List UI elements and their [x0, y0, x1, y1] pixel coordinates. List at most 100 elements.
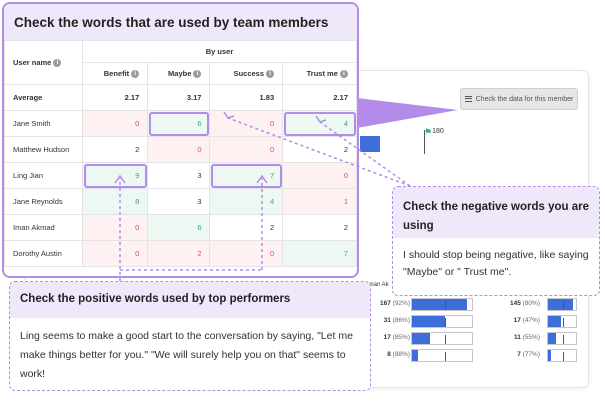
stat-bar-track — [411, 315, 473, 328]
stat-percent: (88%) — [392, 351, 410, 358]
table-row[interactable]: Jane Smith 0 6 0 4 — [4, 110, 357, 137]
by-user-header: By user — [82, 40, 357, 63]
column-header-label: Maybe — [168, 68, 192, 78]
word-count-cell: 7 — [282, 240, 357, 267]
word-count-cell: 8 — [81, 188, 149, 215]
stat-label: 8 (88%) — [370, 351, 410, 358]
stat-percent: (47%) — [522, 317, 540, 324]
table-card-title: Check the words that are used by team me… — [4, 4, 357, 40]
info-icon[interactable]: i — [131, 70, 140, 78]
stat-bar-fill — [412, 316, 445, 327]
stat-row: 8 (88%) — [370, 349, 473, 362]
word-count-cell: 3 — [147, 188, 211, 215]
word-usage-table-card: Check the words that are used by team me… — [2, 2, 359, 278]
word-count-cell: 6 — [147, 110, 211, 137]
stat-count: 8 — [387, 351, 391, 358]
info-icon[interactable]: i — [193, 70, 202, 78]
stat-count: 7 — [517, 351, 521, 358]
average-label: Average — [4, 84, 83, 111]
user-name-header-label: User name — [13, 57, 52, 67]
stat-row: 7 (77%) — [500, 349, 577, 362]
table-row[interactable]: Dorothy Austin 0 2 0 7 — [4, 240, 357, 267]
stat-row: 11 (55%) — [500, 332, 577, 345]
stat-bar-fill — [548, 299, 573, 310]
stat-bar-target-tick — [563, 318, 564, 327]
word-count-cell: 1 — [282, 188, 357, 215]
stat-count: 145 — [509, 300, 521, 307]
word-count-cell: 2 — [209, 214, 284, 241]
stat-bar-fill — [548, 350, 551, 361]
stat-bar-target-tick — [445, 318, 446, 327]
column-header-trust-me[interactable]: Trust me i — [282, 62, 357, 85]
column-header-benefit[interactable]: Benefit i — [81, 62, 149, 85]
user-name-cell[interactable]: Dorothy Austin — [4, 240, 83, 267]
table-row[interactable]: Ling Jian 9 3 7 0 — [4, 162, 357, 189]
word-count-cell: 0 — [209, 110, 284, 137]
stat-bar-target-tick — [445, 352, 446, 361]
table-row[interactable]: Iman Akmad 0 6 2 2 — [4, 214, 357, 241]
stat-label: 17 (47%) — [500, 317, 540, 324]
stat-bar-fill — [412, 350, 418, 361]
info-icon[interactable]: i — [53, 59, 62, 67]
background-bar — [360, 136, 380, 152]
stat-bar-target-tick — [563, 301, 564, 310]
stat-bar-target-tick — [563, 352, 564, 361]
stat-row: 31 (86%) — [370, 315, 473, 328]
stat-percent: (92%) — [392, 300, 410, 307]
stat-label: 167 (92%) — [370, 300, 410, 307]
user-name-cell[interactable]: Iman Akmad — [4, 214, 83, 241]
word-count-cell: 2 — [147, 240, 211, 267]
list-icon — [464, 96, 472, 102]
stat-bar-fill — [548, 333, 556, 344]
negative-callout-body: I should stop being negative, like sayin… — [403, 249, 589, 278]
info-icon[interactable]: i — [266, 70, 275, 78]
word-count-cell: 4 — [282, 110, 357, 137]
stat-label: 31 (86%) — [370, 317, 410, 324]
column-header-success[interactable]: Success i — [209, 62, 284, 85]
word-count-cell: 0 — [81, 110, 149, 137]
stat-count: 31 — [383, 317, 391, 324]
table-row[interactable]: Matthew Hudson 2 0 0 2 — [4, 136, 357, 163]
word-count-cell: 2 — [282, 214, 357, 241]
user-name-header[interactable]: User name i — [4, 40, 83, 85]
check-member-data-button[interactable]: Check the data for this member — [460, 88, 578, 110]
stat-count: 17 — [513, 317, 521, 324]
average-row: Average 2.17 3.17 1.83 2.17 — [4, 84, 357, 111]
info-icon[interactable]: i — [340, 70, 348, 78]
word-count-cell: 3 — [147, 162, 211, 189]
column-header-maybe[interactable]: Maybe i — [147, 62, 211, 85]
table-row[interactable]: Jane Reynolds 8 3 4 1 — [4, 188, 357, 215]
word-count-cell: 0 — [81, 214, 149, 241]
word-count-cell: 0 — [209, 240, 284, 267]
word-count-cell: 2 — [81, 136, 149, 163]
stat-bar-track — [411, 332, 473, 345]
average-cell: 2.17 — [282, 84, 357, 111]
stat-row: 167 (92%) — [370, 298, 473, 311]
positive-words-callout: Check the positive words used by top per… — [9, 281, 371, 391]
word-count-cell: 0 — [81, 240, 149, 267]
user-name-cell[interactable]: Ling Jian — [4, 162, 83, 189]
stat-row: 17 (47%) — [500, 315, 577, 328]
user-name-cell[interactable]: Matthew Hudson — [4, 136, 83, 163]
stat-row: 17 (85%) — [370, 332, 473, 345]
word-count-cell: 7 — [209, 162, 284, 189]
word-count-cell: 9 — [81, 162, 149, 189]
user-name-cell[interactable]: Jane Smith — [4, 110, 83, 137]
word-count-cell: 0 — [209, 136, 284, 163]
user-name-cell[interactable]: Jane Reynolds — [4, 188, 83, 215]
stat-percent: (86%) — [392, 317, 410, 324]
stat-percent: (80%) — [522, 300, 540, 307]
negative-callout-title: Check the negative words you are using — [393, 187, 599, 238]
stat-bar-fill — [548, 316, 561, 327]
stat-percent: (77%) — [522, 351, 540, 358]
stat-label: 7 (77%) — [500, 351, 540, 358]
word-count-cell: 4 — [209, 188, 284, 215]
average-cell: 3.17 — [147, 84, 211, 111]
stat-label: 17 (85%) — [370, 334, 410, 341]
word-count-cell: 2 — [282, 136, 357, 163]
stat-count: 17 — [383, 334, 391, 341]
column-header-label: Trust me — [306, 68, 338, 78]
stat-bar-track — [411, 298, 473, 311]
negative-words-callout: Check the negative words you are using I… — [392, 186, 600, 296]
target-flag: ⚑ 180 — [424, 128, 444, 137]
